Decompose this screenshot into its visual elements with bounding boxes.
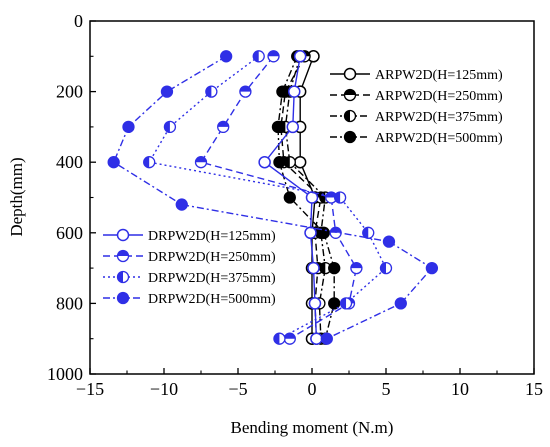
data-point xyxy=(163,120,177,134)
legend-item: ARPW2D(H=125mm) xyxy=(330,67,503,83)
y-axis-title: Depth(mm) xyxy=(7,157,26,236)
legend-ARPW2D: ARPW2D(H=125mm) ARPW2D(H=250mm) ARPW2D(H=3… xyxy=(330,67,503,146)
data-point xyxy=(217,120,230,134)
series-line xyxy=(284,56,327,339)
series-line xyxy=(112,55,433,340)
y-tick-label: 400 xyxy=(56,152,83,172)
series-line xyxy=(199,55,358,340)
data-point xyxy=(205,85,218,98)
data-point xyxy=(122,120,135,134)
data-point xyxy=(287,85,301,98)
data-point xyxy=(276,85,289,98)
data-point xyxy=(382,235,396,248)
x-tick-label: −10 xyxy=(150,379,178,399)
series-layer xyxy=(107,50,439,345)
data-point xyxy=(308,297,322,310)
data-point xyxy=(283,156,296,169)
legend-label: DRPW2D(H=500mm) xyxy=(148,292,276,307)
legend-marker xyxy=(343,130,357,144)
data-point xyxy=(379,261,393,275)
series-DRPW2D(H=125mm) xyxy=(258,50,323,345)
legend-item: ARPW2D(H=250mm) xyxy=(330,88,503,104)
x-tick-label: 5 xyxy=(382,379,391,399)
ticks-layer: −15 −10 −5 0 5 10 15 0 200 400 600 800 1000 xyxy=(47,11,543,399)
y-tick-label: 0 xyxy=(74,11,83,31)
data-point xyxy=(328,261,341,275)
data-point xyxy=(220,50,233,63)
legend-label: ARPW2D(H=375mm) xyxy=(375,110,503,125)
x-tick-label: 10 xyxy=(451,379,469,399)
series-line xyxy=(280,55,322,339)
y-tick-label: 1000 xyxy=(47,364,83,384)
x-tick-label: 15 xyxy=(525,379,543,399)
x-axis-title: Bending moment (N.m) xyxy=(231,418,394,437)
legend-label: DRPW2D(H=375mm) xyxy=(148,271,276,286)
data-point xyxy=(273,332,286,345)
legend-item: DRPW2D(H=125mm) xyxy=(103,228,276,244)
series-DRPW2D(H=500mm) xyxy=(107,50,439,345)
data-point xyxy=(107,156,120,169)
series-DRPW2D(H=250mm) xyxy=(194,50,363,345)
data-point xyxy=(339,297,353,310)
y-tick-label: 200 xyxy=(56,82,83,102)
data-point xyxy=(271,120,285,134)
data-point xyxy=(307,261,320,275)
legend-label: ARPW2D(H=250mm) xyxy=(375,89,503,104)
legend-marker xyxy=(116,270,130,284)
data-point xyxy=(319,261,332,275)
legend-label: DRPW2D(H=125mm) xyxy=(148,229,276,244)
data-point xyxy=(286,120,300,134)
legend-item: ARPW2D(H=375mm) xyxy=(330,109,503,125)
data-point xyxy=(160,85,174,98)
data-point xyxy=(194,156,208,169)
data-point xyxy=(425,261,439,275)
x-tick-label: −15 xyxy=(76,379,104,399)
legend-label: ARPW2D(H=500mm) xyxy=(375,131,503,146)
legend-marker xyxy=(116,228,130,242)
legend-label: DRPW2D(H=250mm) xyxy=(148,250,276,265)
legend-item: DRPW2D(H=375mm) xyxy=(103,270,276,286)
x-tick-label: 0 xyxy=(308,379,317,399)
data-point xyxy=(283,332,296,345)
data-point xyxy=(328,297,341,310)
data-point xyxy=(333,191,347,204)
data-point xyxy=(252,50,265,63)
data-point xyxy=(175,198,188,211)
legend-layer: ARPW2D(H=125mm) ARPW2D(H=250mm) ARPW2D(H=3… xyxy=(103,67,503,307)
data-point xyxy=(394,297,407,310)
y-tick-label: 600 xyxy=(56,223,83,243)
legend-label: ARPW2D(H=125mm) xyxy=(375,68,503,83)
legend-DRPW2D: DRPW2D(H=125mm) DRPW2D(H=250mm) DRPW2D(H=3… xyxy=(103,228,276,307)
data-point xyxy=(293,155,307,169)
y-tick-label: 800 xyxy=(56,293,83,313)
data-point xyxy=(320,332,333,345)
data-point xyxy=(239,85,252,98)
legend-item: DRPW2D(H=500mm) xyxy=(103,291,276,307)
data-point xyxy=(329,226,342,239)
legend-marker xyxy=(116,249,130,263)
series-DRPW2D(H=375mm) xyxy=(143,50,393,345)
data-point xyxy=(283,191,296,204)
legend-marker xyxy=(343,88,357,102)
legend-item: ARPW2D(H=500mm) xyxy=(330,130,503,146)
legend-marker xyxy=(116,291,130,305)
data-point xyxy=(258,155,271,169)
data-point xyxy=(267,50,280,63)
data-point xyxy=(304,226,317,240)
data-point xyxy=(362,226,375,239)
data-point xyxy=(293,50,307,63)
data-point xyxy=(310,332,323,345)
legend-marker xyxy=(343,67,357,81)
legend-marker xyxy=(343,109,357,123)
data-point xyxy=(350,261,363,275)
data-point xyxy=(273,156,286,169)
x-tick-label: −5 xyxy=(228,379,247,399)
data-point xyxy=(143,156,156,169)
legend-item: DRPW2D(H=250mm) xyxy=(103,249,276,265)
